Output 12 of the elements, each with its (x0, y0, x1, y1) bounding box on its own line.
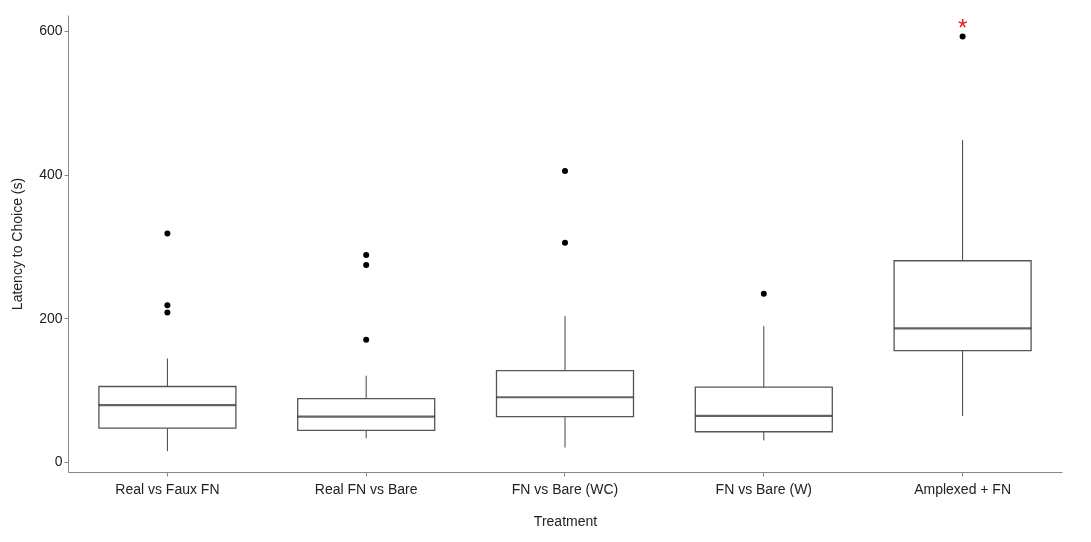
x-tick-label: Real vs Faux FN (115, 480, 220, 497)
y-tick-label: 400 (39, 166, 63, 183)
y-axis-title: Latency to Choice (s) (9, 177, 26, 311)
x-tick-label: Amplexed + FN (914, 480, 1012, 497)
x-tick-label: FN vs Bare (W) (715, 480, 813, 497)
y-tick-label: 0 (54, 453, 63, 470)
y-tick-label: 200 (39, 309, 63, 326)
x-tick-label: Real FN vs Bare (314, 480, 418, 497)
x-axis-title: Treatment (533, 512, 598, 529)
annotation: * (957, 14, 968, 41)
y-tick-label: 600 (39, 22, 63, 39)
x-tick-label: FN vs Bare (WC) (511, 480, 619, 497)
